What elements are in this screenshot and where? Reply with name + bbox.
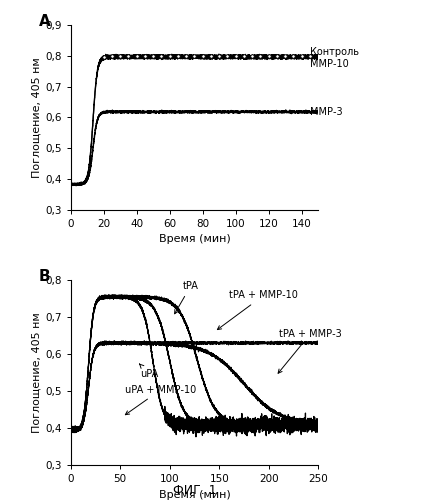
Y-axis label: Поглощение, 405 нм: Поглощение, 405 нм bbox=[31, 312, 41, 433]
Text: Контроль: Контроль bbox=[307, 47, 359, 57]
Text: А: А bbox=[38, 14, 50, 29]
Text: tPA + ММР-3: tPA + ММР-3 bbox=[278, 330, 341, 374]
Text: tPA: tPA bbox=[175, 281, 198, 314]
Text: uPA: uPA bbox=[140, 364, 158, 379]
Text: uPA + ММР-10: uPA + ММР-10 bbox=[125, 384, 196, 414]
Y-axis label: Поглощение, 405 нм: Поглощение, 405 нм bbox=[31, 57, 41, 178]
Text: В: В bbox=[38, 269, 50, 284]
Text: ММР-3: ММР-3 bbox=[307, 107, 343, 117]
Text: ФИГ. 1: ФИГ. 1 bbox=[173, 484, 216, 498]
Text: ММР-10: ММР-10 bbox=[307, 58, 349, 68]
Text: tPA + ММР-10: tPA + ММР-10 bbox=[217, 290, 298, 330]
X-axis label: Время (мин): Время (мин) bbox=[159, 490, 230, 500]
X-axis label: Время (мин): Время (мин) bbox=[159, 234, 230, 244]
